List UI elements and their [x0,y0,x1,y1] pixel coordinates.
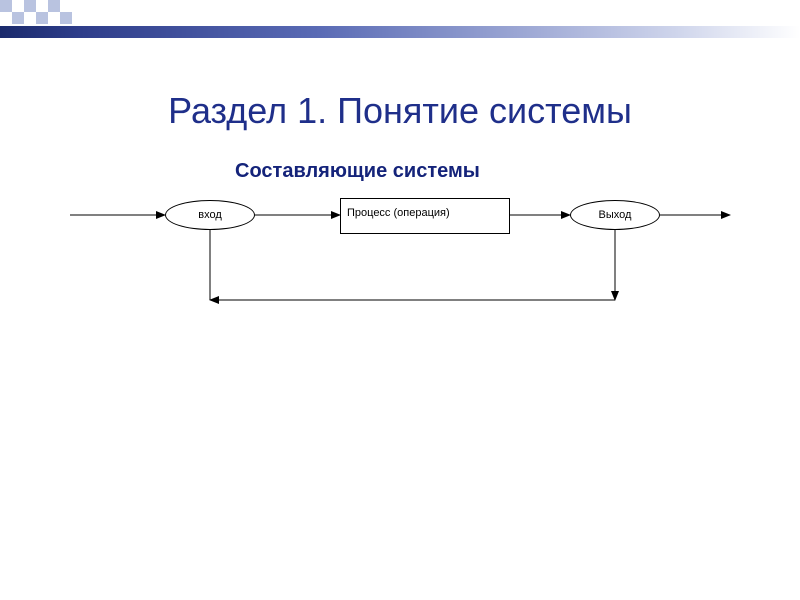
node-process: Процесс (операция) [340,198,510,234]
node-label-output: Выход [599,209,632,221]
node-label-process: Процесс (операция) [347,207,450,219]
node-input: вход [165,200,255,230]
node-output: Выход [570,200,660,230]
gradient-bar [0,26,800,38]
system-flowchart: вход Процесс (операция) Выход [70,190,730,350]
header-decor [0,0,800,40]
section-subtitle: Составляющие системы [235,160,480,183]
node-label-input: вход [198,209,222,221]
page-title: Раздел 1. Понятие системы [0,90,800,132]
